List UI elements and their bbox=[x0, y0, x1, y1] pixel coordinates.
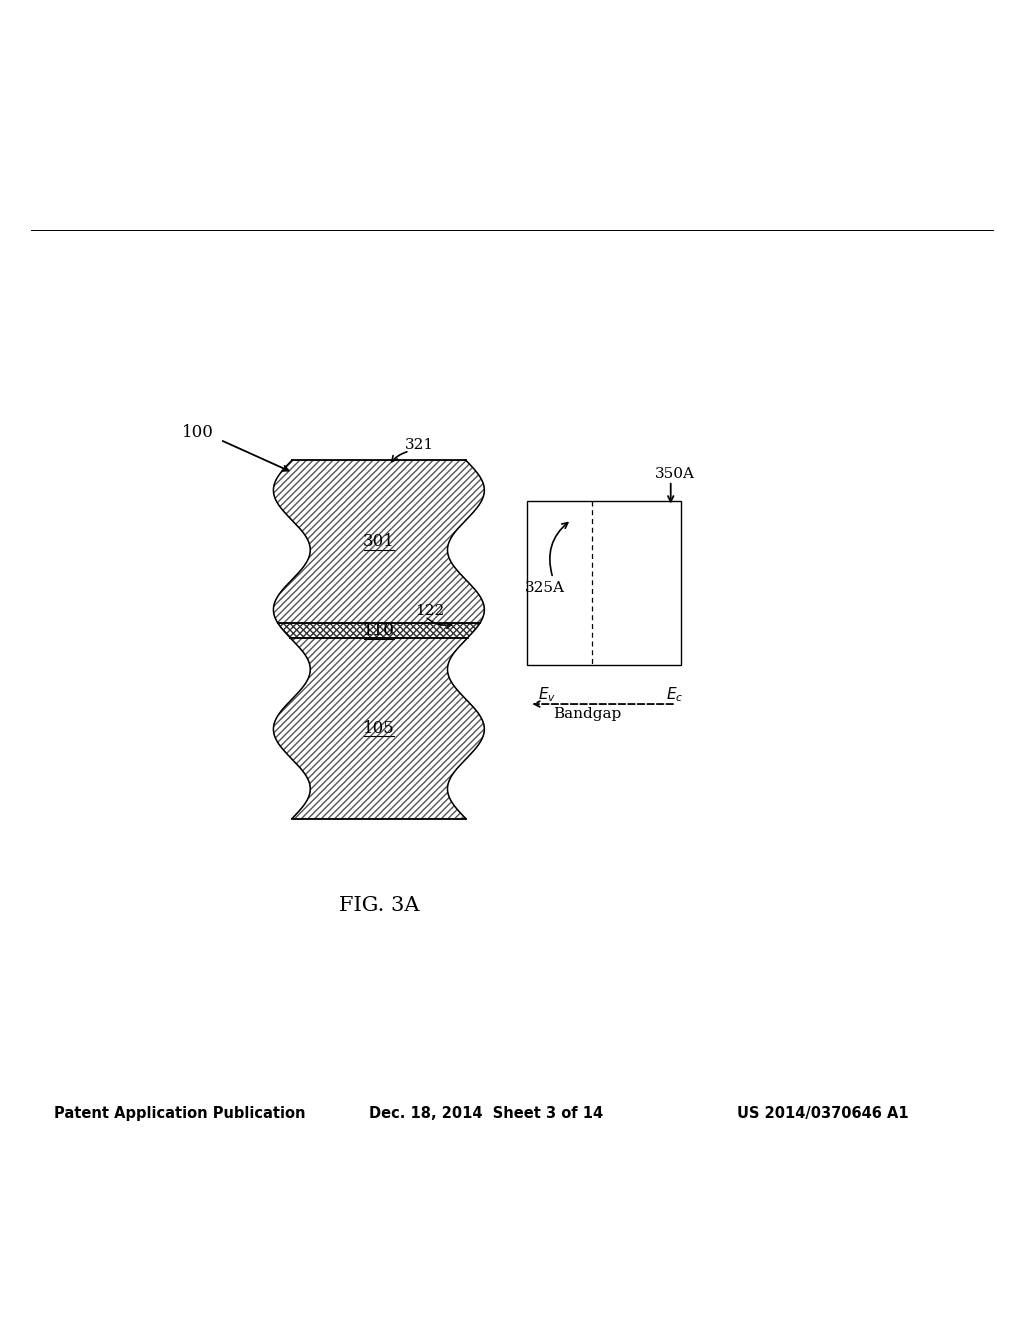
Polygon shape bbox=[279, 623, 479, 638]
Text: $E_v$: $E_v$ bbox=[538, 685, 556, 705]
Text: 122: 122 bbox=[415, 605, 444, 618]
Text: 100: 100 bbox=[182, 424, 214, 441]
Polygon shape bbox=[273, 638, 484, 818]
Text: Patent Application Publication: Patent Application Publication bbox=[54, 1106, 306, 1121]
Text: $E_c$: $E_c$ bbox=[666, 685, 683, 705]
Text: FIG. 3A: FIG. 3A bbox=[339, 896, 419, 915]
Text: 325A: 325A bbox=[525, 581, 565, 595]
Text: Dec. 18, 2014  Sheet 3 of 14: Dec. 18, 2014 Sheet 3 of 14 bbox=[369, 1106, 603, 1121]
Text: Bandgap: Bandgap bbox=[553, 708, 622, 721]
Text: 110: 110 bbox=[362, 622, 395, 639]
Text: 321: 321 bbox=[404, 438, 433, 451]
Text: 350A: 350A bbox=[655, 467, 695, 480]
Bar bbox=[527, 502, 681, 665]
Polygon shape bbox=[273, 461, 484, 623]
Text: US 2014/0370646 A1: US 2014/0370646 A1 bbox=[737, 1106, 909, 1121]
Text: 105: 105 bbox=[362, 719, 395, 737]
Text: 301: 301 bbox=[362, 533, 395, 550]
